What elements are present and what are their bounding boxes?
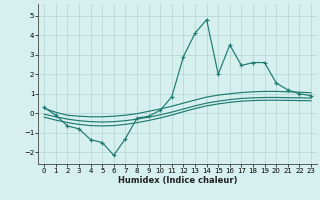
X-axis label: Humidex (Indice chaleur): Humidex (Indice chaleur) [118, 176, 237, 185]
